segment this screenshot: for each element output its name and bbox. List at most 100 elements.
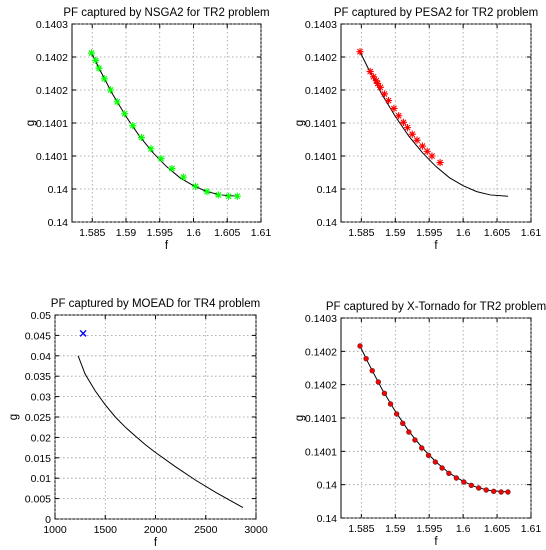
y-tick-label: 0.14 [48, 184, 69, 196]
data-point-star [356, 48, 364, 56]
data-point-star [106, 86, 115, 94]
y-tick-label: 0.005 [25, 494, 51, 506]
data-point-circle [400, 420, 406, 427]
data-point-circle [375, 379, 382, 385]
x-tick-label: 1.595 [416, 227, 442, 239]
x-axis-label: f [434, 536, 438, 548]
y-tick-label: 0.14 [317, 480, 338, 492]
chart-panel: 1.585 1.59 1.595 1.6 1.605 1.61 0.14 0.14 0.1401… [294, 7, 541, 252]
data-point-star [366, 67, 374, 76]
data-point-star [418, 142, 427, 150]
y-tick-label: 0.035 [25, 371, 51, 383]
x-axis-label: f [154, 537, 158, 549]
data-point-circle [406, 429, 412, 435]
data-point-circle [363, 355, 369, 362]
chart-panel: 1.585 1.59 1.595 1.6 1.605 1.61 0.14 0.14 0.1401… [294, 301, 546, 548]
data-point-circle [483, 487, 489, 493]
y-tick-label: 0.1402 [305, 346, 337, 358]
data-point-star [413, 136, 421, 144]
data-point-star [157, 155, 165, 163]
data-point-star [369, 73, 378, 81]
data-point-star [129, 122, 137, 130]
x-tick-label: 1.605 [214, 227, 240, 239]
data-point-circle [387, 401, 394, 407]
data-point-star [137, 133, 146, 142]
x-tick-label: 1.61 [251, 227, 272, 239]
data-point-star [147, 145, 155, 153]
y-axis-label: g [294, 415, 306, 421]
y-tick-label: 0.05 [31, 310, 52, 322]
data-point-circle [369, 367, 375, 374]
x-tick-label: 1.585 [348, 227, 374, 239]
data-point-star [121, 110, 129, 118]
x-tick-label: 1.59 [116, 227, 137, 239]
y-tick-label: 0.1401 [305, 118, 337, 130]
y-tick-label: 0.1402 [305, 52, 337, 64]
data-point-star [399, 118, 408, 126]
y-tick-label: 0.025 [25, 412, 51, 424]
data-point-star [100, 75, 108, 83]
reference-front-line [359, 51, 508, 197]
y-tick-label: 0.1401 [36, 118, 68, 130]
chart-title: PF captured by NSGA2 for TR2 problem [63, 7, 269, 19]
x-tick-label: 1.61 [521, 523, 542, 535]
data-point-circle [439, 465, 445, 471]
data-point-circle [468, 482, 474, 489]
data-point-star [95, 64, 103, 72]
data-point-star [214, 191, 223, 199]
data-point-star [168, 164, 176, 173]
chart-title: PF captured by X-Tornado for TR2 problem [326, 301, 546, 313]
data-point-star [179, 173, 187, 181]
y-axis-label: g [25, 120, 37, 126]
data-point-star [233, 192, 241, 200]
data-point-star [113, 98, 121, 106]
y-tick-label: 0.1403 [305, 313, 337, 325]
data-point-circle [432, 459, 439, 465]
data-point-star [225, 192, 233, 200]
y-tick-label: 0.1401 [305, 413, 337, 425]
x-tick-label: 2500 [194, 524, 218, 536]
x-tick-label: 1.6 [456, 523, 471, 535]
x-tick-label: 1500 [94, 524, 118, 536]
y-tick-label: 0.1403 [36, 19, 68, 31]
x-tick-label: 1.585 [348, 523, 374, 535]
data-point-circle [505, 489, 511, 495]
y-tick-label: 0.14 [48, 217, 69, 229]
y-tick-label: 0.1401 [305, 446, 337, 458]
y-tick-label: 0.14 [317, 513, 338, 525]
data-point-star [380, 90, 389, 98]
y-tick-label: 0.015 [25, 453, 51, 465]
x-axis-label: f [165, 240, 169, 252]
data-point-star [423, 147, 431, 155]
data-point-circle [425, 452, 432, 459]
data-point-circle [412, 437, 418, 443]
data-point-star [376, 83, 384, 91]
chart-panel: 1000 1500 2000 2500 3000 0 0.005 0.01 0.015 0.02 0… [8, 298, 268, 549]
x-tick-label: 1.605 [484, 523, 510, 535]
y-tick-label: 0 [45, 514, 51, 526]
reference-front-line [77, 355, 244, 509]
data-point-circle [393, 411, 400, 417]
y-tick-label: 0.04 [31, 351, 52, 363]
x-axis-label: f [434, 240, 438, 252]
data-point-circle [461, 479, 467, 485]
data-point-star [403, 124, 412, 132]
data-point-circle [476, 485, 482, 491]
data-point-circle [453, 475, 460, 481]
data-point-star [408, 130, 416, 138]
y-tick-label: 0.14 [317, 217, 338, 229]
y-tick-label: 0.1401 [305, 151, 337, 163]
data-point-circle [419, 445, 425, 451]
chart-title: PF captured by PESA2 for TR2 problem [334, 7, 538, 19]
y-tick-label: 0.1403 [305, 19, 337, 31]
x-tick-label: 1.6 [456, 227, 471, 239]
data-point-circle [490, 488, 497, 495]
data-point-circle [381, 390, 388, 397]
x-tick-label: 1.59 [385, 523, 406, 535]
x-tick-label: 1.595 [147, 227, 173, 239]
data-point-star [395, 112, 403, 120]
data-point-star [384, 96, 393, 105]
y-tick-label: 0.1402 [305, 85, 337, 97]
x-tick-label: 2000 [144, 524, 168, 536]
